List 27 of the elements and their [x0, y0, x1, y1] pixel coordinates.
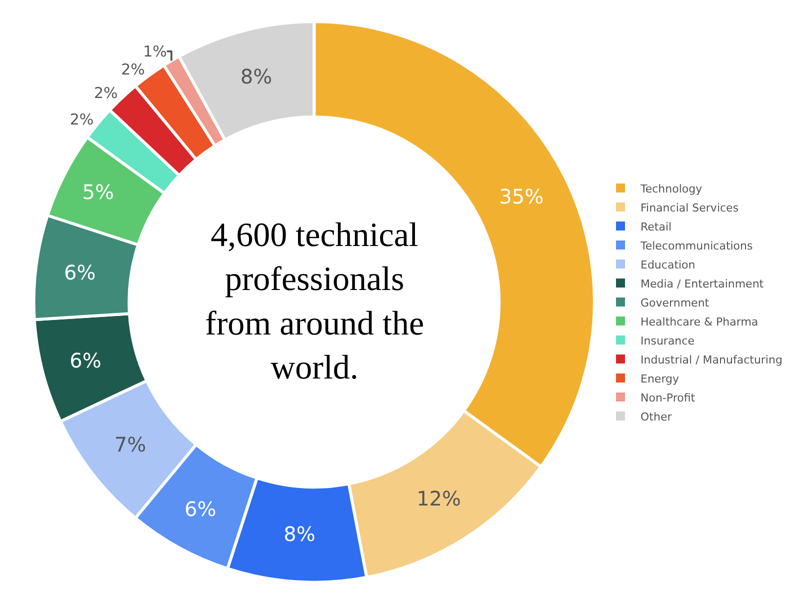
data-label: 12%: [416, 486, 462, 510]
legend-label: Government: [640, 296, 710, 310]
data-label: 8%: [240, 64, 272, 89]
legend-label: Other: [640, 410, 672, 424]
legend-label: Education: [640, 258, 696, 272]
data-label: 2%: [94, 84, 118, 102]
data-label: 2%: [121, 60, 145, 78]
data-label: 2%: [70, 110, 94, 129]
text: 4,600 technical professionals from around the world.: [205, 217, 424, 387]
legend-label: Insurance: [640, 334, 695, 348]
legend-label: Industrial / Manufacturing: [640, 353, 782, 366]
legend-label: Energy: [640, 372, 680, 386]
data-label: 6%: [184, 496, 216, 521]
data-label: 7%: [114, 432, 146, 457]
legend-label: Healthcare & Pharma: [640, 315, 758, 328]
data-label: 6%: [70, 348, 102, 373]
legend-label: Media / Entertainment: [640, 277, 764, 290]
legend-label: Financial Services: [640, 201, 739, 214]
data-label: 35%: [499, 184, 544, 208]
data-label: 5%: [82, 180, 114, 204]
data-label: 8%: [284, 522, 316, 546]
legend-label: Technology: [640, 182, 703, 196]
legend-label: Non-Profit: [640, 391, 696, 404]
legend-label: Telecommunications: [640, 239, 754, 252]
legend-label: Retail: [640, 220, 672, 234]
data-label: 6%: [64, 260, 96, 284]
data-label: 1%: [143, 42, 167, 60]
